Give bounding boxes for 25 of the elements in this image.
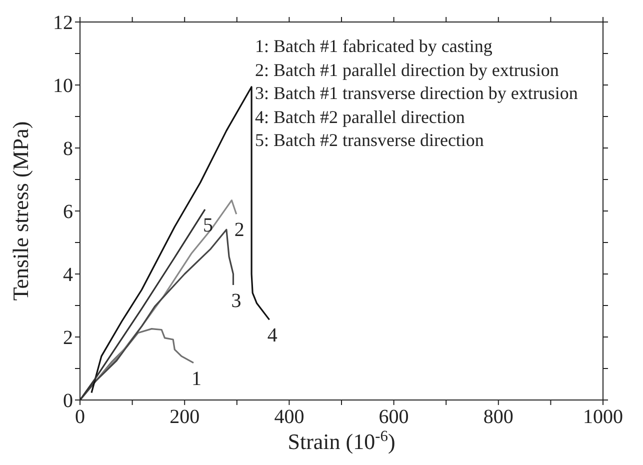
- y-tick-label: 8: [63, 138, 73, 160]
- x-tick-label: 400: [274, 406, 304, 428]
- x-tick-label: 800: [483, 406, 514, 428]
- y-tick-label: 2: [63, 327, 73, 349]
- series-label: 2: [234, 219, 244, 242]
- y-axis-title: Tensile stress (MPa): [8, 121, 33, 301]
- annotation: 3: Batch #1 transverse direction by extrusion: [255, 82, 578, 105]
- series-label: 4: [267, 324, 278, 347]
- line-series: [80, 208, 206, 400]
- x-tick-label: 200: [170, 406, 200, 428]
- series-label: 3: [231, 290, 242, 312]
- series-label: 5: [202, 214, 213, 236]
- y-tick-label: 6: [63, 201, 73, 223]
- annotation: 4: Batch #2 parallel direction: [255, 106, 466, 129]
- y-tick-label: 4: [63, 264, 73, 286]
- series-label: 1: [191, 368, 202, 390]
- y-tick-label: 0: [63, 390, 73, 412]
- annotation: 5: Batch #2 transverse direction: [255, 129, 485, 152]
- x-tick-label: 600: [378, 406, 409, 428]
- x-tick-label: 1000: [583, 406, 623, 428]
- y-tick-label: 10: [53, 75, 73, 97]
- annotation: 1: Batch #1 fabricated by casting: [255, 35, 494, 58]
- annotation: 2: Batch #1 parallel direction by extrusion: [255, 58, 560, 82]
- x-axis-title: Strain (10$^{-6}$): [288, 428, 396, 454]
- y-tick-label: 12: [53, 12, 73, 34]
